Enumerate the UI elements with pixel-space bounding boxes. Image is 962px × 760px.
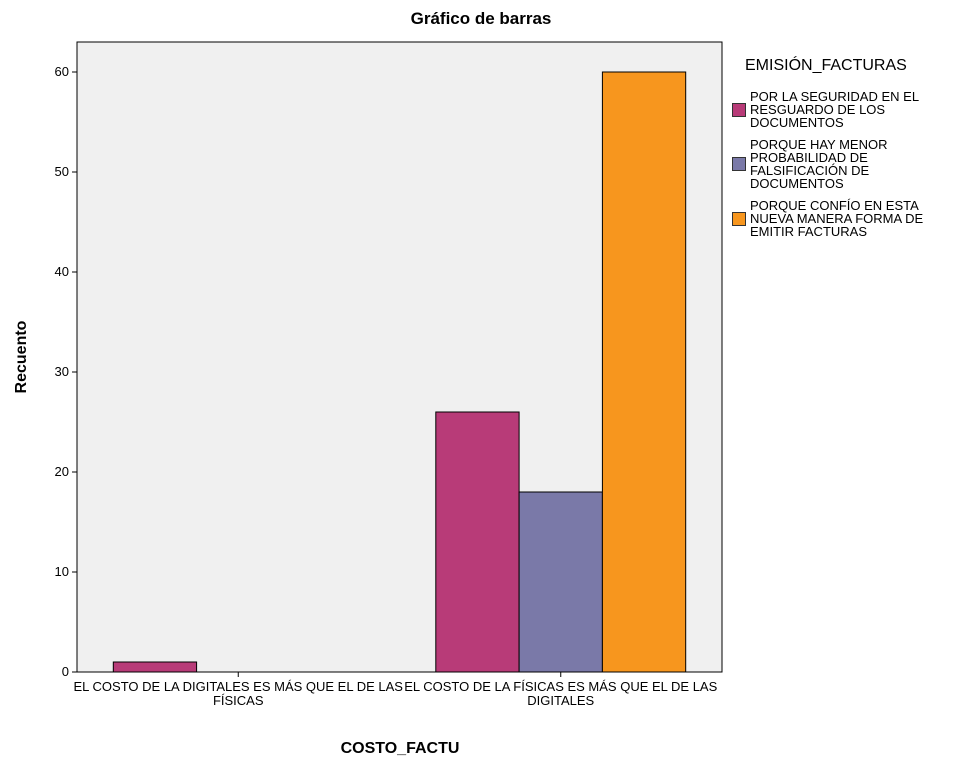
legend-label: PORQUE CONFÍO EN ESTA NUEVA MANERA FORMA… [750, 198, 924, 239]
bar [518, 491, 603, 673]
y-tick-label: 50 [55, 164, 69, 179]
chart-title: Gráfico de barras [411, 9, 552, 28]
legend-title: EMISIÓN_FACTURAS [745, 55, 907, 74]
y-axis-label: Recuento [13, 320, 30, 393]
y-tick-label: 60 [55, 64, 69, 79]
y-tick-label: 20 [55, 464, 69, 479]
legend-swatch [732, 157, 746, 171]
bar [435, 411, 520, 673]
legend-swatch [732, 211, 746, 226]
x-tick-label: EL COSTO DE LA DIGITALES ES MÁS QUE EL D… [73, 679, 403, 708]
y-tick-label: 0 [62, 664, 69, 679]
bar [112, 661, 198, 673]
bar [601, 71, 687, 673]
legend-label: PORQUE HAY MENOR PROBABILIDAD DE FALSIFI… [750, 137, 888, 191]
x-tick-label: EL COSTO DE LA FÍSICAS ES MÁS QUE EL DE … [404, 679, 718, 708]
y-tick-label: 30 [55, 364, 69, 379]
legend-swatch [732, 102, 746, 117]
x-axis-label: COSTO_FACTU [341, 740, 460, 757]
y-tick-label: 40 [55, 264, 69, 279]
y-tick-label: 10 [55, 564, 69, 579]
legend-label: POR LA SEGURIDAD EN EL RESGUARDO DE LOS … [750, 89, 919, 130]
